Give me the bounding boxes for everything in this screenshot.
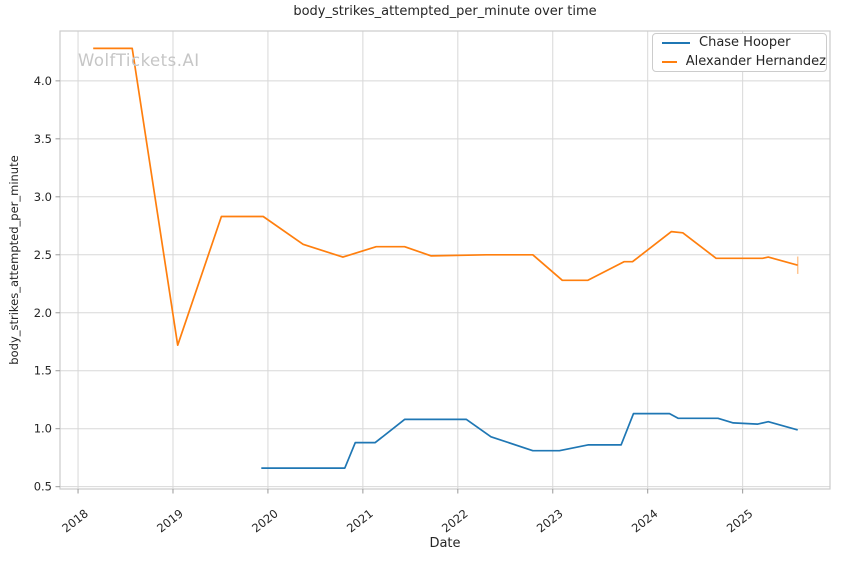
x-tick-label: 2022: [439, 506, 471, 535]
y-tick-label: 1.0: [34, 422, 52, 436]
plot-border: [59, 30, 831, 490]
y-tick-label: 3.0: [34, 190, 52, 204]
legend-line-swatch-blue: [662, 42, 690, 44]
y-tick-label: 0.5: [34, 480, 52, 494]
series-line-chase-hooper: [261, 412, 798, 469]
y-tick-label: 4.0: [34, 74, 52, 88]
y-axis-label: body_strikes_attempted_per_minute: [7, 155, 21, 365]
legend-line-swatch-orange: [662, 61, 677, 63]
series-line-alexander-hernandez: [93, 47, 798, 347]
y-tick-label: 2.5: [34, 248, 52, 262]
x-tick-label: 2018: [59, 506, 91, 535]
legend-label-alexander-hernandez: Alexander Hernandez: [685, 54, 826, 69]
x-axis-label: Date: [429, 536, 461, 551]
y-tick-label: 1.5: [34, 364, 52, 378]
x-tick-label: 2023: [534, 506, 566, 535]
legend: Chase Hooper Alexander Hernandez: [652, 33, 827, 72]
y-tick-label: 2.0: [34, 306, 52, 320]
x-tick-label: 2020: [249, 506, 281, 535]
x-tick-label: 2024: [629, 506, 661, 535]
x-tick-label: 2021: [344, 506, 376, 535]
legend-label-chase-hooper: Chase Hooper: [699, 35, 791, 50]
x-tick-label: 2025: [724, 506, 756, 535]
y-tick-label: 3.5: [34, 132, 52, 146]
legend-item-alexander-hernandez: Alexander Hernandez: [662, 54, 826, 70]
watermark-text: WolfTickets.AI: [78, 51, 200, 70]
x-tick-label: 2019: [154, 506, 186, 535]
legend-item-chase-hooper: Chase Hooper: [662, 35, 826, 51]
chart-title: body_strikes_attempted_per_minute over t…: [293, 4, 597, 19]
